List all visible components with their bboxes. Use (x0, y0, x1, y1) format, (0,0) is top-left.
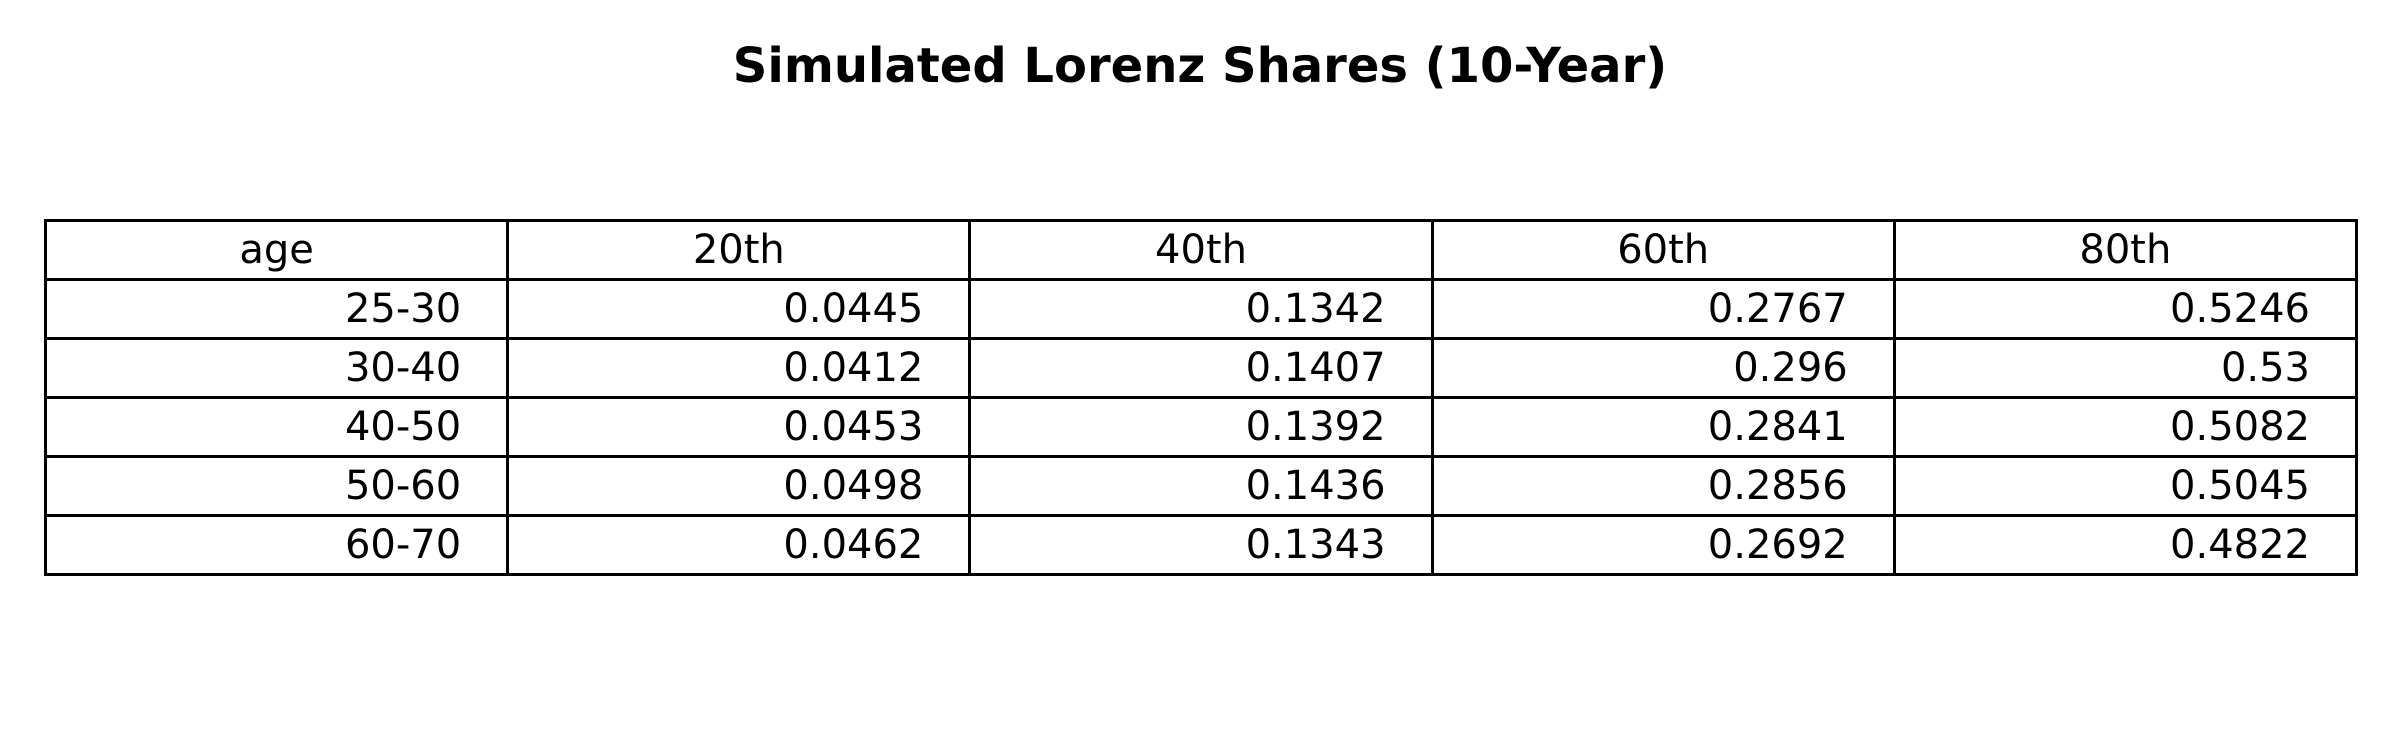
value-cell: 0.1407 (968, 337, 1434, 399)
value-cell: 0.1392 (968, 396, 1434, 458)
column-header-80th: 80th (1892, 219, 2359, 281)
value-cell: 0.296 (1430, 337, 1896, 399)
table-row: 60-70 0.0462 0.1343 0.2692 0.4822 (43, 514, 2359, 576)
column-header-40th: 40th (968, 219, 1434, 281)
lorenz-shares-table: age 20th 40th 60th 80th 25-30 0.0445 0.1342 0.2… (43, 219, 2359, 576)
table-row: 25-30 0.0445 0.1342 0.2767 0.5246 (43, 278, 2359, 340)
table-row: 50-60 0.0498 0.1436 0.2856 0.5045 (43, 455, 2359, 517)
value-cell: 0.5082 (1892, 396, 2359, 458)
value-cell: 0.2692 (1430, 514, 1896, 576)
value-cell: 0.0412 (506, 337, 972, 399)
table-body: 25-30 0.0445 0.1342 0.2767 0.5246 30-40 0.0412… (43, 278, 2359, 576)
value-cell: 0.1342 (968, 278, 1434, 340)
value-cell: 0.53 (1892, 337, 2359, 399)
value-cell: 0.2767 (1430, 278, 1896, 340)
value-cell: 0.1436 (968, 455, 1434, 517)
chart-title: Simulated Lorenz Shares (10-Year) (732, 38, 1668, 94)
value-cell: 0.0498 (506, 455, 972, 517)
value-cell: 0.0453 (506, 396, 972, 458)
column-header-20th: 20th (506, 219, 972, 281)
table-row: 30-40 0.0412 0.1407 0.296 0.53 (43, 337, 2359, 399)
row-label-cell: 40-50 (43, 396, 510, 458)
row-label-cell: 30-40 (43, 337, 510, 399)
value-cell: 0.2841 (1430, 396, 1896, 458)
column-header-60th: 60th (1430, 219, 1896, 281)
value-cell: 0.4822 (1892, 514, 2359, 576)
value-cell: 0.5045 (1892, 455, 2359, 517)
value-cell: 0.1343 (968, 514, 1434, 576)
table-header: age 20th 40th 60th 80th (43, 219, 2359, 281)
value-cell: 0.5246 (1892, 278, 2359, 340)
row-label-cell: 50-60 (43, 455, 510, 517)
table-row: 40-50 0.0453 0.1392 0.2841 0.5082 (43, 396, 2359, 458)
value-cell: 0.0445 (506, 278, 972, 340)
row-label-cell: 60-70 (43, 514, 510, 576)
row-label-cell: 25-30 (43, 278, 510, 340)
column-header-age: age (43, 219, 510, 281)
header-row: age 20th 40th 60th 80th (43, 219, 2359, 281)
value-cell: 0.2856 (1430, 455, 1896, 517)
value-cell: 0.0462 (506, 514, 972, 576)
lorenz-table-container: age 20th 40th 60th 80th 25-30 0.0445 0.1342 0.2… (43, 219, 2359, 576)
